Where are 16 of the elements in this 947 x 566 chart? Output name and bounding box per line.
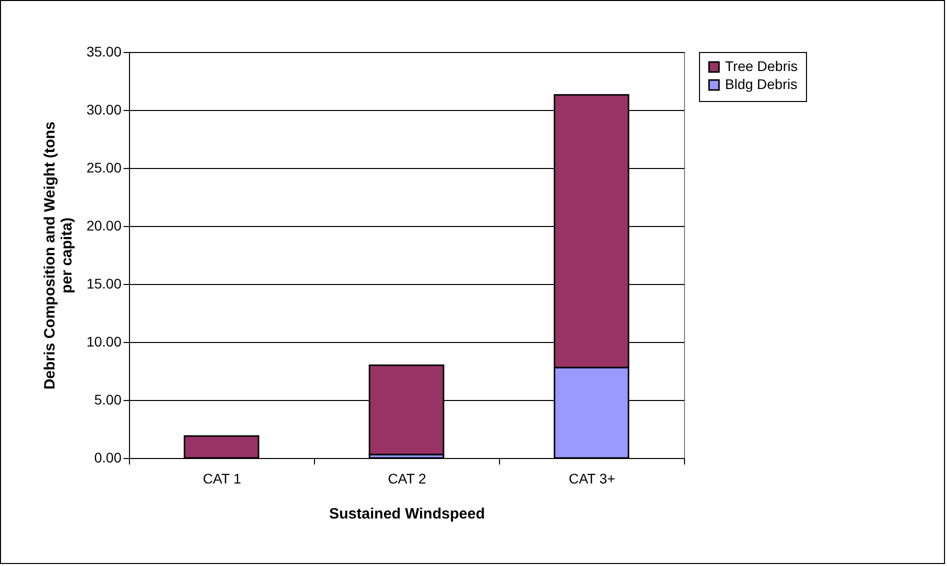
y-tick-label: 20.00	[86, 218, 122, 234]
x-tick-label: CAT 1	[202, 470, 242, 486]
y-tick-label: 0.00	[94, 450, 122, 466]
y-tick-label: 35.00	[86, 44, 122, 60]
x-tick-label: CAT 2	[388, 470, 426, 486]
y-tick-label: 10.00	[86, 334, 122, 350]
y-tick-label: 30.00	[86, 102, 122, 118]
x-tick-label: CAT 3+	[568, 470, 616, 486]
y-tick-label: 15.00	[86, 276, 122, 292]
legend-label: Bldg Debris	[725, 76, 798, 92]
bar	[184, 435, 260, 459]
y-axis-title: Debris Composition and Weight (tons per capita)	[41, 121, 76, 390]
y-tick-label: 5.00	[94, 392, 122, 408]
x-axis-title: Sustained Windspeed	[329, 506, 485, 522]
legend-label: Tree Debris	[725, 58, 798, 74]
y-tick-label: 25.00	[86, 160, 122, 176]
